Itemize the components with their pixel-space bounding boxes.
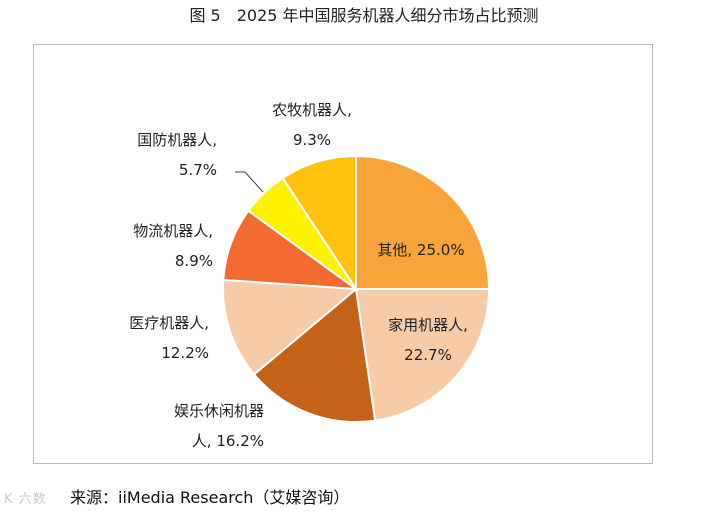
pie-chart: 其他, 25.0% 家用机器人, 22.7% 娱乐休闲机器人, 16.2% 医疗机器人,… — [129, 101, 491, 450]
slice-label: 娱乐休闲机器人, 16.2% — [174, 402, 264, 450]
slice-label: 家用机器人, 22.7% — [388, 316, 468, 364]
chart-title: 图 5 2025 年中国服务机器人细分市场占比预测 — [189, 6, 539, 25]
watermark: K 六数 — [4, 492, 47, 507]
leader-lines — [235, 171, 264, 193]
leader-line — [235, 171, 264, 193]
pie-slice — [222, 278, 359, 376]
slice-label: 物流机器人, 8.9% — [133, 222, 213, 270]
slice-label: 国防机器人, 5.7% — [137, 131, 217, 179]
slice-labels: 其他, 25.0% 家用机器人, 22.7% 娱乐休闲机器人, 16.2% 医疗机器人,… — [129, 101, 468, 450]
source-note: 来源：iiMedia Research（艾媒咨询） — [70, 488, 350, 507]
pie-slice — [354, 288, 491, 422]
pie-slices — [222, 154, 491, 423]
pie-slice — [281, 154, 357, 293]
slice-label: 农牧机器人, 9.3% — [272, 101, 352, 149]
chart-frame: 其他, 25.0% 家用机器人, 22.7% 娱乐休闲机器人, 16.2% 医疗机器人,… — [33, 44, 653, 464]
pie-slice — [252, 287, 377, 423]
pie-slice — [355, 154, 491, 290]
slice-label: 其他, 25.0% — [377, 241, 464, 259]
slice-label: 医疗机器人, 12.2% — [129, 314, 209, 362]
